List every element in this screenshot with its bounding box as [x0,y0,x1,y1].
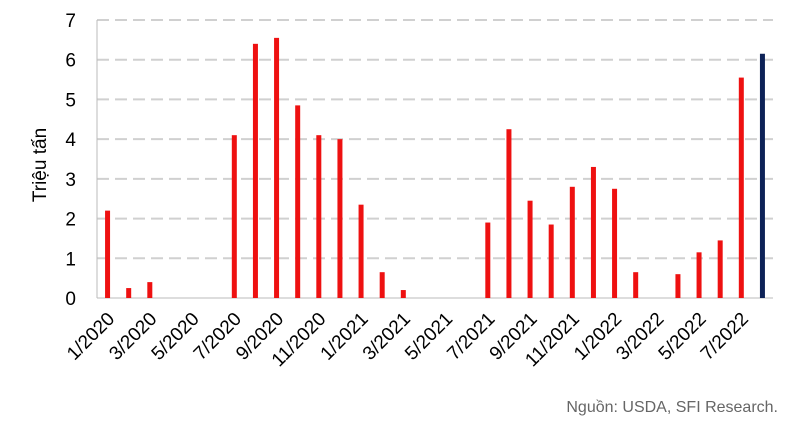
bar [738,77,744,298]
y-tick-label: 6 [65,51,76,72]
bar [105,210,111,298]
bar [337,139,343,298]
bar [231,135,237,298]
bar [295,105,301,298]
bar [379,272,385,298]
bar [633,272,639,298]
y-axis-label: Triệu tấn [30,128,51,202]
bar [675,274,681,298]
bar [485,222,491,298]
bar [316,135,322,298]
bar [569,186,575,298]
y-tick-label: 5 [65,90,76,111]
y-tick-label: 1 [65,249,76,270]
bar [252,43,258,299]
bar [590,166,596,298]
y-tick-label: 0 [65,289,76,310]
bar [506,129,512,298]
y-tick-label: 3 [65,170,76,191]
y-tick-label: 2 [65,210,76,231]
y-tick-label: 4 [65,130,76,151]
bar [696,252,702,298]
bar [759,53,765,298]
bar [400,290,406,298]
bar [548,224,554,298]
source-note: Nguồn: USDA, SFI Research. [566,399,778,416]
bar [358,204,364,298]
bar [717,240,723,298]
bar [274,37,280,298]
bar [612,188,618,298]
y-tick-label: 7 [65,11,76,32]
bar [527,200,533,298]
bar [126,288,132,298]
x-tick-label: 7/2022 [697,309,753,365]
bar [147,282,153,298]
